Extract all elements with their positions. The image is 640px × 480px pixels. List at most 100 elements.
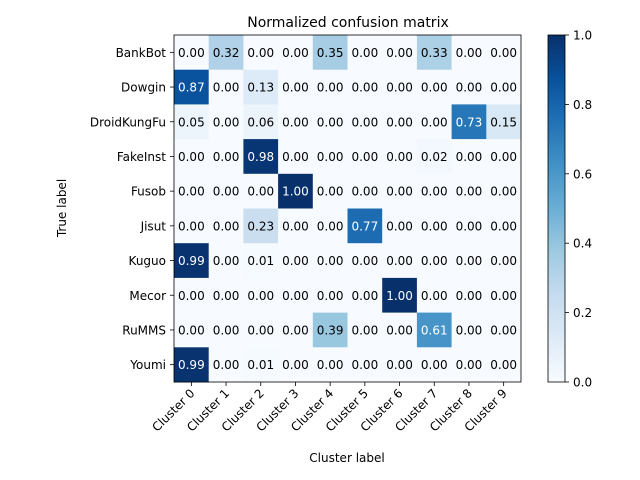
heatmap-cell: [416, 208, 452, 244]
cell-value-label: 0.00: [282, 46, 309, 60]
heatmap-cell: [208, 35, 244, 71]
cell-value-label: 0.00: [386, 254, 413, 268]
cell-value-label: 0.00: [213, 219, 240, 233]
cell-value-label: 0.99: [178, 254, 205, 268]
cell-value-label: 0.00: [247, 185, 274, 199]
heatmap-cell: [347, 243, 383, 279]
heatmap-cells: [174, 35, 522, 383]
heatmap-cell: [416, 173, 452, 209]
cell-value-label: 0.00: [456, 289, 483, 303]
heatmap-cell: [486, 104, 522, 140]
cell-value-label: 0.00: [490, 81, 517, 95]
heatmap-cell: [382, 312, 418, 348]
heatmap-cell: [278, 312, 314, 348]
cell-value-label: 0.00: [386, 219, 413, 233]
heatmap-cell: [382, 104, 418, 140]
heatmap-cell: [312, 35, 348, 71]
cell-value-label: 0.00: [213, 81, 240, 95]
cell-value-label: 0.00: [386, 185, 413, 199]
cell-value-label: 0.15: [490, 115, 517, 129]
heatmap-cell: [278, 347, 314, 383]
heatmap-cell: [243, 69, 279, 105]
heatmap-cell: [243, 277, 279, 313]
heatmap-cell: [382, 208, 418, 244]
cell-value-label: 0.00: [351, 289, 378, 303]
heatmap-cell: [278, 35, 314, 71]
heatmap-cell: [278, 139, 314, 175]
cell-value-label: 0.00: [247, 323, 274, 337]
colorbar-tick-label: 0.2: [573, 306, 592, 320]
cell-value-label: 0.00: [282, 323, 309, 337]
cell-value-label: 0.61: [421, 323, 448, 337]
heatmap-cell: [174, 347, 210, 383]
cell-value-label: 0.32: [213, 46, 240, 60]
heatmap-cell: [486, 277, 522, 313]
cell-value-label: 1.00: [282, 185, 309, 199]
y-tick-label: Dowgin: [121, 81, 166, 95]
heatmap-cell: [174, 139, 210, 175]
heatmap-cell: [278, 208, 314, 244]
cell-value-label: 0.00: [386, 358, 413, 372]
cell-value-label: 0.00: [490, 219, 517, 233]
heatmap-cell: [243, 347, 279, 383]
colorbar: [547, 34, 566, 383]
cell-value-label: 0.00: [421, 115, 448, 129]
cell-value-label: 0.00: [247, 289, 274, 303]
colorbar-tick-label: 0.6: [573, 167, 592, 181]
cell-value-label: 0.00: [317, 185, 344, 199]
heatmap-cell: [174, 312, 210, 348]
cell-value-label: 0.00: [282, 81, 309, 95]
heatmap-cell: [451, 208, 487, 244]
cell-value-label: 0.00: [456, 150, 483, 164]
cell-value-label: 0.00: [213, 185, 240, 199]
y-axis: BankBot Dowgin DroidKungFu FakeInst Fusob Jis…: [90, 46, 174, 372]
heatmap-cell: [451, 104, 487, 140]
heatmap-cell: [382, 347, 418, 383]
cell-value-label: 0.00: [247, 46, 274, 60]
heatmap-cell: [382, 173, 418, 209]
cell-value-label: 0.00: [456, 254, 483, 268]
heatmap-cell: [451, 347, 487, 383]
heatmap-cell: [312, 347, 348, 383]
cell-value-label: 0.00: [317, 150, 344, 164]
cell-value-label: 0.77: [351, 219, 378, 233]
cell-value-label: 0.00: [317, 358, 344, 372]
heatmap-cell: [416, 312, 452, 348]
heatmap-cell: [208, 139, 244, 175]
cell-value-label: 0.00: [421, 185, 448, 199]
heatmap-cell: [312, 208, 348, 244]
cell-value-label: 0.00: [351, 358, 378, 372]
heatmap-cell: [278, 69, 314, 105]
heatmap-cell: [416, 35, 452, 71]
cell-value-label: 0.00: [351, 115, 378, 129]
heatmap-cell: [174, 69, 210, 105]
heatmap-cell: [174, 35, 210, 71]
cell-value-label: 0.00: [282, 219, 309, 233]
cell-value-label: 0.00: [282, 254, 309, 268]
heatmap-cell: [208, 208, 244, 244]
cell-value-label: 0.00: [456, 81, 483, 95]
cell-value-label: 0.00: [351, 81, 378, 95]
colorbar-tick-label: 0.4: [573, 237, 592, 251]
cell-value-label: 0.00: [490, 254, 517, 268]
cell-value-label: 0.00: [421, 81, 448, 95]
cell-value-label: 0.00: [490, 46, 517, 60]
heatmap-cell: [312, 173, 348, 209]
heatmap-cell: [312, 243, 348, 279]
heatmap-cell: [382, 277, 418, 313]
cell-value-label: 0.00: [178, 289, 205, 303]
cell-value-label: 0.13: [247, 81, 274, 95]
cell-value-label: 0.00: [213, 254, 240, 268]
heatmap-cell: [416, 69, 452, 105]
y-tick-label: FakeInst: [117, 150, 166, 164]
cell-value-label: 0.00: [490, 150, 517, 164]
colorbar-axis: 0.0 0.2 0.4 0.6 0.8 1.0: [565, 29, 592, 390]
heatmap-cell: [416, 277, 452, 313]
heatmap-cell: [451, 69, 487, 105]
cell-value-label: 0.00: [386, 46, 413, 60]
cell-value-label: 0.00: [421, 289, 448, 303]
cell-value-label: 0.00: [317, 81, 344, 95]
heatmap-cell: [243, 35, 279, 71]
